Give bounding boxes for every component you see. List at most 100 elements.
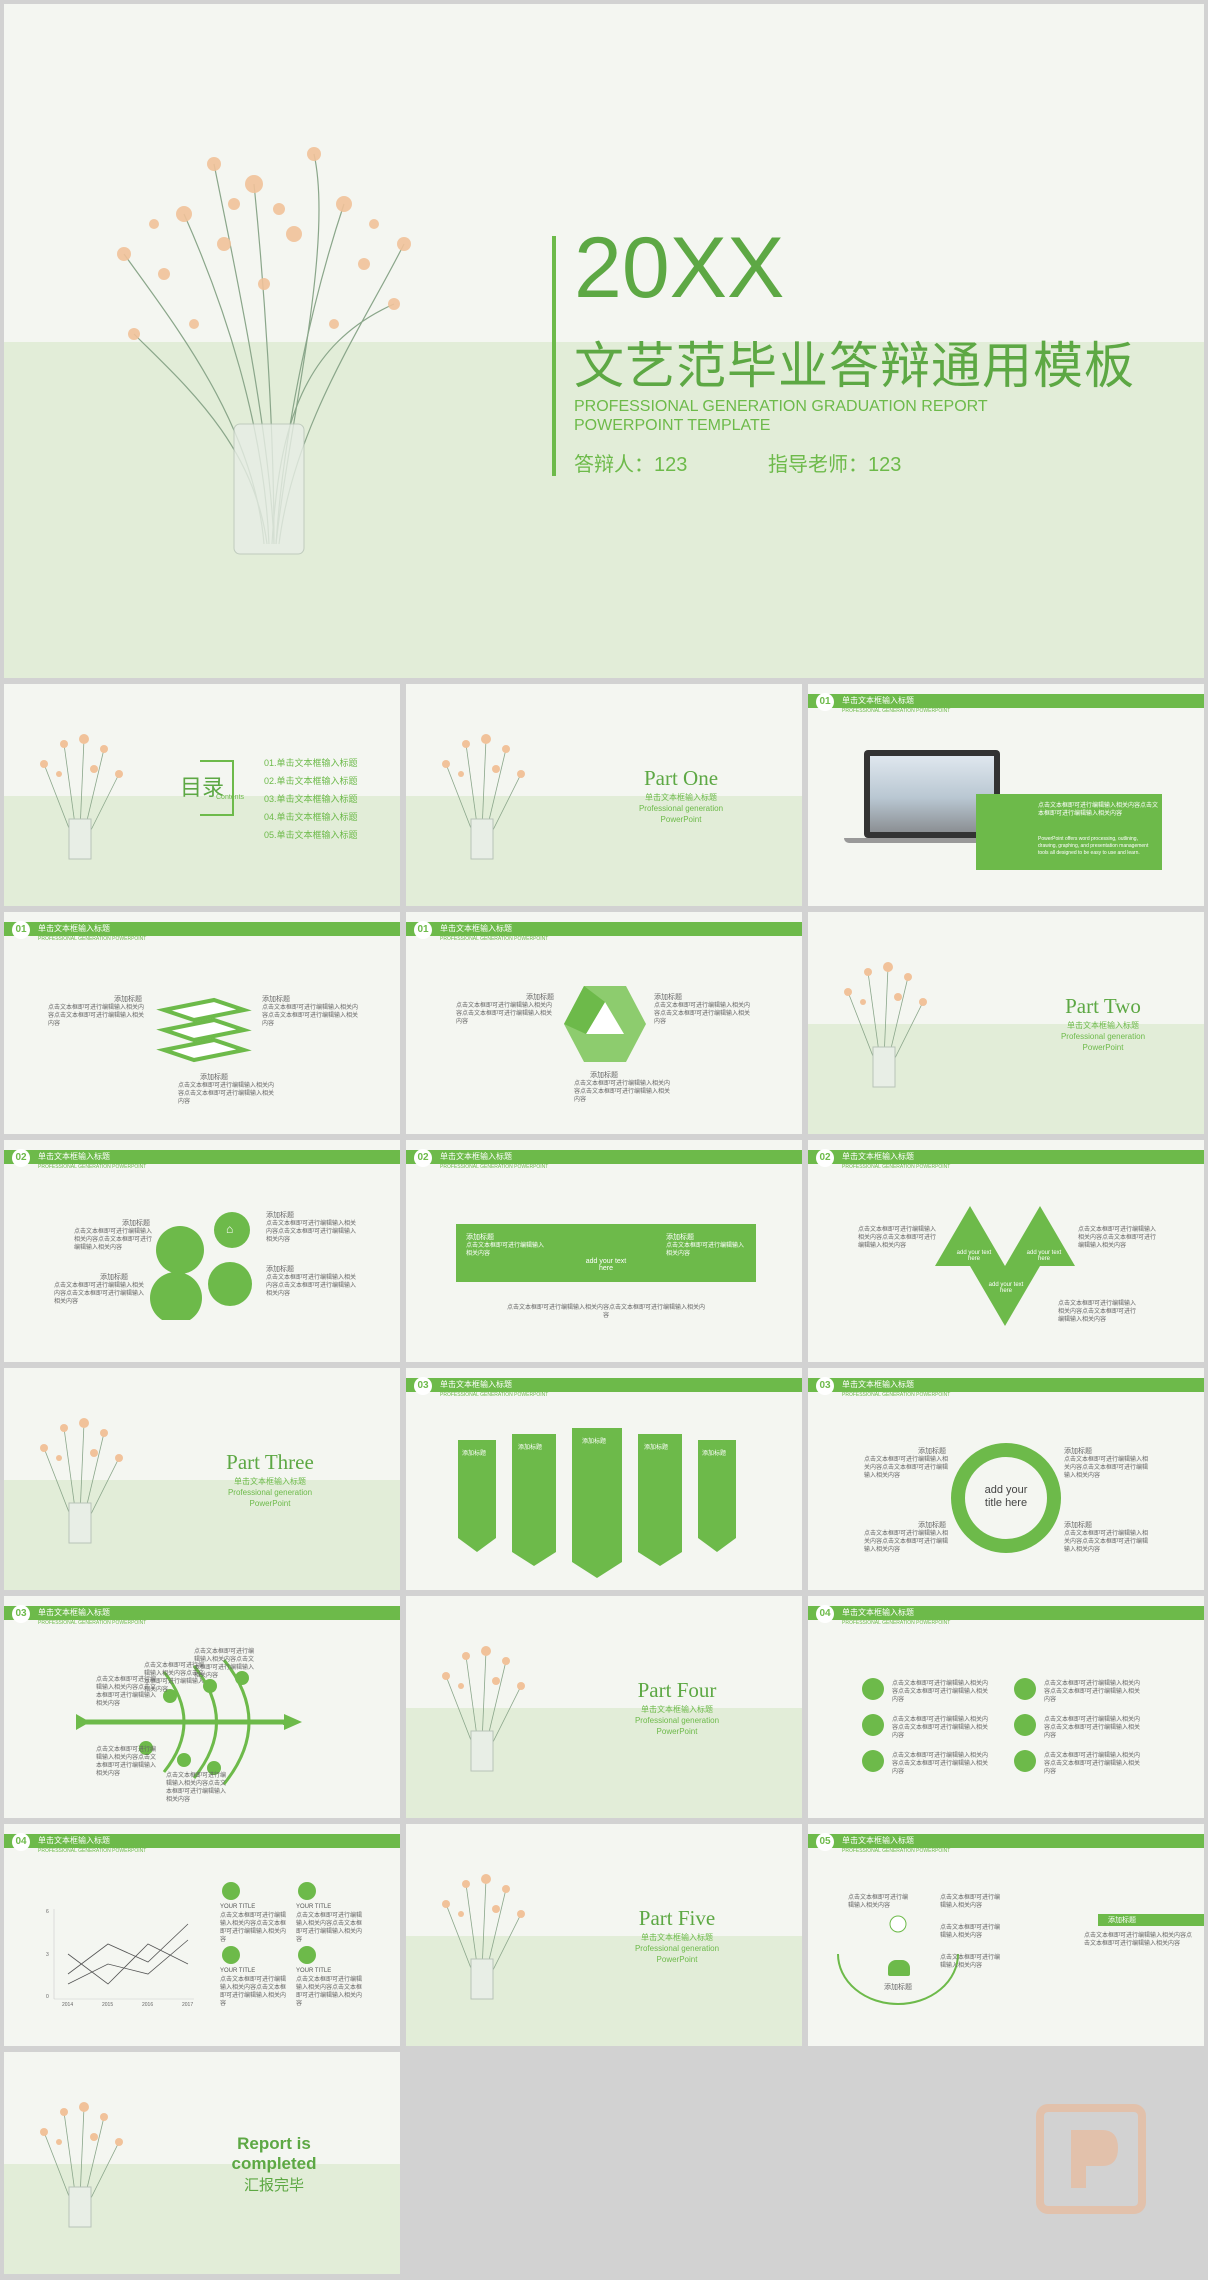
cover-title: 文艺范毕业答辩通用模板 — [574, 338, 1135, 394]
advisor-label: 指导老师：123 — [768, 454, 902, 476]
part-subtitle: 单击文本框输入标题 Professional generation PowerP… — [602, 1932, 752, 1965]
home-icon: ⌂ — [226, 1222, 234, 1236]
banner-label: 添加标题 — [582, 1439, 607, 1445]
x-tick: 2016 — [142, 2002, 154, 2008]
item-text: 点击文本框即可进行编辑输入相关内容点击文本框即可进行编辑输入相关内容 — [1078, 1227, 1157, 1249]
part-title: Part One — [643, 766, 719, 790]
line-chart — [53, 1909, 194, 2000]
x-tick: 2014 — [62, 2002, 74, 2008]
section-header-bar: 01 单击文本框输入标题 — [808, 693, 1204, 711]
title-icon — [222, 1882, 240, 1900]
part-sub-gen: Professional generation — [638, 804, 724, 813]
item-text: 点击文本框即可进行编辑输入相关内容点击文本框即可进行编辑输入相关内容 — [144, 1663, 205, 1693]
item-label: 添加标题 — [266, 1266, 294, 1273]
item-text: 点击文本框即可进行编辑输入相关内容点击文本框即可进行编辑输入相关内容 — [1044, 1681, 1141, 1703]
part-three-slide[interactable]: Part Three 单击文本框输入标题 Professional genera… — [4, 1368, 400, 1590]
section-03-ring-slide[interactable]: 03 单击文本框输入标题 PROFESSIONAL GENERATION POWE… — [808, 1368, 1204, 1590]
ending-slide[interactable]: Report is completed 汇报完毕 — [4, 2052, 400, 2274]
section-05-arc-slide[interactable]: 05 单击文本框输入标题 PROFESSIONAL GENERATION POWE… — [808, 1824, 1204, 2046]
laptop-base — [844, 838, 1020, 843]
banner-label: 添加标题 — [462, 1451, 487, 1457]
part-four-slide[interactable]: Part Four 单击文本框输入标题 Professional generat… — [406, 1596, 802, 1818]
section-01-laptop-slide[interactable]: 01 单击文本框输入标题 PROFESSIONAL GENERATION POWE… — [808, 684, 1204, 906]
item-text: 点击文本框即可进行编辑输入相关内容点击文本框即可进行编辑输入相关内容 — [96, 1747, 157, 1777]
title-icon — [298, 1946, 316, 1964]
section-title: 单击文本框输入标题 — [842, 1836, 914, 1845]
section-03-banners-slide[interactable]: 03 单击文本框输入标题 PROFESSIONAL GENERATION POWE… — [406, 1368, 802, 1590]
item-text: 点击文本框即可进行编辑输入相关内容点击文本框即可进行编辑输入相关内容 — [266, 1275, 357, 1297]
cover-subtitle-1: PROFESSIONAL GENERATION GRADUATION REPOR… — [574, 398, 988, 415]
item-text: 点击文本框即可进行编辑输入相关内容 — [940, 1955, 1001, 1969]
watermark-logo — [1036, 2104, 1146, 2214]
section-number: 02 — [12, 1149, 30, 1167]
toc-list: 01.单击文本框输入标题 02.单击文本框输入标题 03.单击文本框输入标题 0… — [264, 756, 358, 846]
part-sub-cn: 单击文本框输入标题 — [645, 793, 717, 802]
section-number: 04 — [12, 1833, 30, 1851]
flower-vase-illustration — [40, 734, 123, 860]
hexagon-graphic — [564, 986, 646, 1062]
label-ribbon — [1098, 1914, 1204, 1926]
section-title: 单击文本框输入标题 — [440, 1380, 512, 1389]
part-title: Part Two — [1065, 994, 1141, 1018]
section-title: 单击文本框输入标题 — [842, 1608, 914, 1617]
section-title: 单击文本框输入标题 — [440, 1152, 512, 1161]
item-text: 点击文本框即可进行编辑输入相关内容点击文本框即可进行编辑输入相关内容 — [220, 1977, 287, 2007]
item-title: YOUR TITLE — [220, 1904, 256, 1910]
item-text: 点击文本框即可进行编辑输入相关内容点击文本框即可进行编辑输入相关内容 — [48, 1005, 145, 1027]
section-04-chart-slide[interactable]: 04 单击文本框输入标题 PROFESSIONAL GENERATION POWE… — [4, 1824, 400, 2046]
banner-label: 添加标题 — [644, 1445, 669, 1451]
ending-line-1: Report is — [237, 2134, 311, 2153]
section-02-arrows-slide[interactable]: 02 单击文本框输入标题 PROFESSIONAL GENERATION POWE… — [406, 1140, 802, 1362]
item-text: 点击文本框即可进行编辑输入相关内容点击文本框即可进行编辑输入相关内容 — [1044, 1717, 1141, 1739]
part-title: Part Three — [226, 1450, 314, 1474]
item-text: 点击文本框即可进行编辑输入相关内容点击文本框即可进行编辑输入相关内容 — [1058, 1301, 1137, 1323]
part-sub-gen: Professional generation — [634, 1716, 720, 1725]
item-text: 点击文本框即可进行编辑输入相关内容点击文本框即可进行编辑输入相关内容 — [74, 1229, 153, 1251]
item-text: 点击文本框即可进行编辑输入相关内容点击文本框即可进行编辑输入相关内容 — [574, 1081, 671, 1103]
section-header-bar: 05 单击文本框输入标题 — [808, 1833, 1204, 1851]
section-03-fishbone-slide[interactable]: 03 单击文本框输入标题 PROFESSIONAL GENERATION POWE… — [4, 1596, 400, 1818]
cover-slide[interactable]: 20XX 文艺范毕业答辩通用模板 PROFESSIONAL GENERATION… — [4, 4, 1204, 678]
item-text: 点击文本框即可进行编辑输入相关内容点击文本框即可进行编辑输入相关内容 — [456, 1003, 553, 1025]
toc-item[interactable]: 05.单击文本框输入标题 — [264, 830, 358, 840]
section-04-icons-slide[interactable]: 04 单击文本框输入标题 PROFESSIONAL GENERATION POWE… — [808, 1596, 1204, 1818]
part-subtitle: 单击文本框输入标题 Professional generation PowerP… — [1028, 1020, 1178, 1053]
flower-vase-illustration — [442, 1646, 525, 1772]
part-one-slide[interactable]: Part One 单击文本框输入标题 Professional generati… — [406, 684, 802, 906]
section-sub: PROFESSIONAL GENERATION POWERPOINT — [440, 1164, 549, 1170]
section-02-triangles-slide[interactable]: 02 单击文本框输入标题 PROFESSIONAL GENERATION POWE… — [808, 1140, 1204, 1362]
toc-item[interactable]: 03.单击文本框输入标题 — [264, 794, 358, 804]
title-divider — [552, 236, 556, 476]
part-sub-pp: PowerPoint — [660, 815, 702, 824]
section-01-layers-slide[interactable]: 01 单击文本框输入标题 PROFESSIONAL GENERATION POWE… — [4, 912, 400, 1134]
card-text-cn: 点击文本框即可进行编辑输入相关内容点击文本框即可进行编辑输入相关内容 — [1038, 803, 1159, 817]
item-label: 添加标题 — [200, 1074, 228, 1081]
item-label: 添加标题 — [1064, 1522, 1092, 1529]
graduation-cap-icon — [1014, 1750, 1036, 1772]
item-text: 点击文本框即可进行编辑输入相关内容点击文本框即可进行编辑输入相关内容 — [178, 1083, 275, 1105]
section-01-hexagon-slide[interactable]: 01 单击文本框输入标题 PROFESSIONAL GENERATION POWE… — [406, 912, 802, 1134]
section-title: 单击文本框输入标题 — [38, 924, 110, 933]
flag-icon: ▲ — [280, 1712, 294, 1728]
toc-slide[interactable]: 目录 Contents 01.单击文本框输入标题 02.单击文本框输入标题 03… — [4, 684, 400, 906]
ribbon-text: 点击文本框即可进行编辑输入相关内容点击文本框即可进行编辑输入相关内容 — [1084, 1933, 1193, 1947]
section-header-bar: 02 单击文本框输入标题 — [406, 1149, 802, 1167]
part-five-slide[interactable]: Part Five 单击文本框输入标题 Professional generat… — [406, 1824, 802, 2046]
text-card — [976, 794, 1162, 870]
money-icon — [862, 1750, 884, 1772]
section-title: 单击文本框输入标题 — [38, 1836, 110, 1845]
item-text: 点击文本框即可进行编辑输入相关内容点击文本框即可进行编辑输入相关内容 — [296, 1977, 363, 2007]
toc-item[interactable]: 02.单击文本框输入标题 — [264, 776, 358, 786]
toc-item[interactable]: 01.单击文本框输入标题 — [264, 758, 358, 768]
section-sub: PROFESSIONAL GENERATION POWERPOINT — [440, 936, 549, 942]
toc-item[interactable]: 04.单击文本框输入标题 — [264, 812, 358, 822]
item-label: 添加标题 — [666, 1234, 694, 1241]
item-text: 点击文本框即可进行编辑输入相关内容点击文本框即可进行编辑输入相关内容 — [892, 1753, 989, 1775]
section-header-bar: 03 单击文本框输入标题 — [808, 1377, 1204, 1395]
section-02-circles-slide[interactable]: 02 单击文本框输入标题 PROFESSIONAL GENERATION POWE… — [4, 1140, 400, 1362]
part-two-slide[interactable]: Part Two 单击文本框输入标题 Professional generati… — [808, 912, 1204, 1134]
item-text: 点击文本框即可进行编辑输入相关内容点击文本框即可进行编辑输入相关内容 — [262, 1005, 359, 1027]
item-text: 点击文本框即可进行编辑输入相关内容点击文本框即可进行编辑输入相关内容 — [1044, 1753, 1141, 1775]
section-sub: PROFESSIONAL GENERATION POWERPOINT — [38, 1848, 147, 1854]
part-sub-cn: 单击文本框输入标题 — [641, 1705, 713, 1714]
